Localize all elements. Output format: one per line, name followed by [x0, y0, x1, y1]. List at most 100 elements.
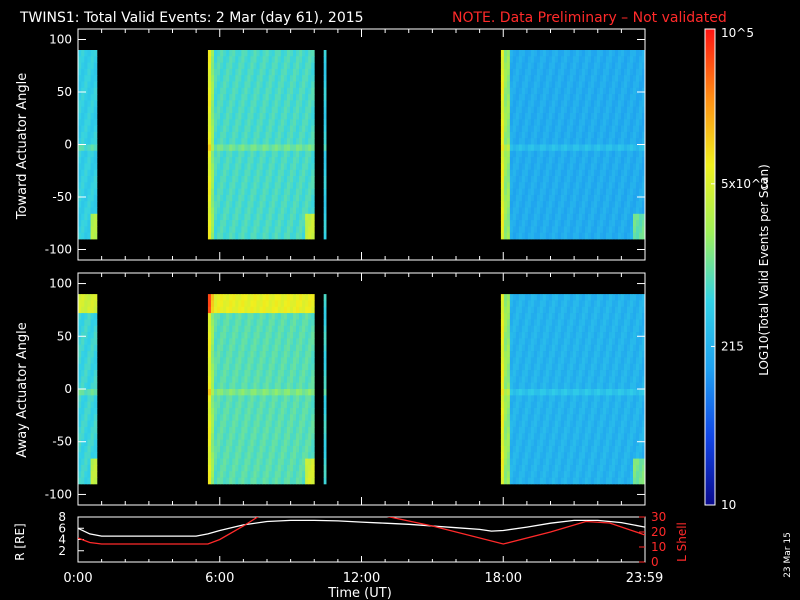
heat-cell — [286, 113, 291, 120]
heat-cell — [268, 138, 273, 145]
heat-cell — [78, 401, 82, 409]
heat-cell — [223, 313, 227, 320]
heat-cell — [265, 370, 270, 377]
heat-cell — [296, 157, 300, 164]
heat-cell — [554, 325, 559, 333]
heat-cell — [509, 407, 514, 415]
heat-cell — [93, 389, 98, 396]
heat-cell — [253, 87, 257, 95]
heat-cell — [626, 150, 631, 158]
heat-cell — [521, 131, 526, 139]
heat-cell — [584, 226, 589, 234]
heat-cell — [554, 157, 559, 164]
heat-cell — [530, 138, 535, 145]
heat-cell — [283, 395, 288, 403]
heat-cell — [578, 188, 583, 196]
heat-cell — [250, 452, 254, 459]
heat-cell — [572, 313, 577, 320]
heat-cell — [210, 201, 215, 208]
heat-cell — [223, 201, 227, 208]
heat-cell — [572, 176, 577, 183]
heat-cell — [515, 201, 520, 208]
heat-cell — [78, 471, 82, 478]
heat-cell — [250, 407, 254, 415]
heat-cell — [521, 351, 526, 358]
heat-cell — [299, 68, 303, 76]
heat-cell — [509, 420, 514, 428]
heat-cell — [563, 81, 568, 89]
heat-cell — [283, 357, 288, 365]
heat-cell — [238, 150, 242, 158]
heat-cell — [587, 119, 592, 126]
heat-cell — [506, 201, 511, 208]
heat-cell — [244, 207, 248, 215]
heat-cell — [93, 382, 98, 390]
heat-cell — [247, 357, 251, 365]
heat-cell — [581, 477, 586, 485]
heat-cell — [584, 414, 589, 422]
heat-cell — [232, 414, 236, 422]
heat-cell — [584, 87, 589, 95]
heat-cell — [536, 169, 541, 177]
heat-cell — [259, 144, 264, 152]
heat-cell — [217, 94, 221, 101]
heat-cell — [572, 300, 577, 308]
heat-cell — [515, 332, 520, 339]
heat-cell — [286, 182, 291, 189]
heat-cell — [611, 56, 616, 63]
heat-cell — [533, 389, 538, 396]
heat-cell — [596, 182, 601, 189]
heat-cell — [533, 81, 538, 89]
heat-cell — [323, 157, 327, 164]
heat-cell — [226, 344, 230, 352]
heat-cell — [506, 176, 511, 183]
heat-cell — [305, 325, 309, 333]
heat-cell — [578, 439, 583, 447]
heat-cell — [286, 426, 291, 434]
heat-cell — [509, 395, 514, 403]
heat-cell — [308, 389, 312, 396]
heat-cell — [572, 407, 577, 415]
heat-cell — [250, 125, 254, 133]
heat-cell — [280, 201, 285, 208]
heat-cell — [235, 106, 239, 114]
heat-cell — [296, 100, 300, 108]
heat-cell — [560, 376, 565, 384]
heat-cell — [250, 382, 254, 390]
heat-cell — [217, 325, 221, 333]
heat-cell — [596, 56, 601, 63]
heat-cell — [250, 50, 254, 57]
heat-cell — [274, 376, 279, 384]
heat-cell — [214, 357, 218, 365]
heat-cell — [635, 169, 640, 177]
heat-cell — [210, 351, 215, 358]
heat-cell — [226, 363, 230, 371]
heat-cell — [530, 433, 535, 441]
heat-cell — [296, 56, 300, 63]
heat-cell — [283, 414, 288, 422]
heat-cell — [569, 477, 574, 485]
heat-cell — [551, 163, 556, 171]
heat-cell — [554, 201, 559, 208]
heat-cell — [292, 376, 297, 384]
heat-cell — [611, 81, 616, 89]
heat-cell — [289, 163, 294, 171]
heat-cell — [539, 125, 544, 133]
heat-cell — [84, 81, 88, 89]
heat-cell — [503, 471, 508, 478]
heat-cell — [229, 56, 233, 63]
heat-cell — [581, 439, 586, 447]
heat-cell — [280, 332, 285, 339]
heat-cell — [596, 75, 601, 82]
heat-cell — [292, 182, 297, 189]
heat-cell — [614, 131, 619, 139]
heat-cell — [560, 94, 565, 101]
heat-cell — [302, 138, 306, 145]
heat-cell — [247, 439, 251, 447]
heat-cell — [283, 294, 288, 301]
heat-cell — [599, 62, 604, 70]
heat-cell — [557, 452, 562, 459]
heat-cell — [608, 68, 613, 76]
heat-cell — [518, 150, 523, 158]
heat-cell — [512, 357, 517, 365]
